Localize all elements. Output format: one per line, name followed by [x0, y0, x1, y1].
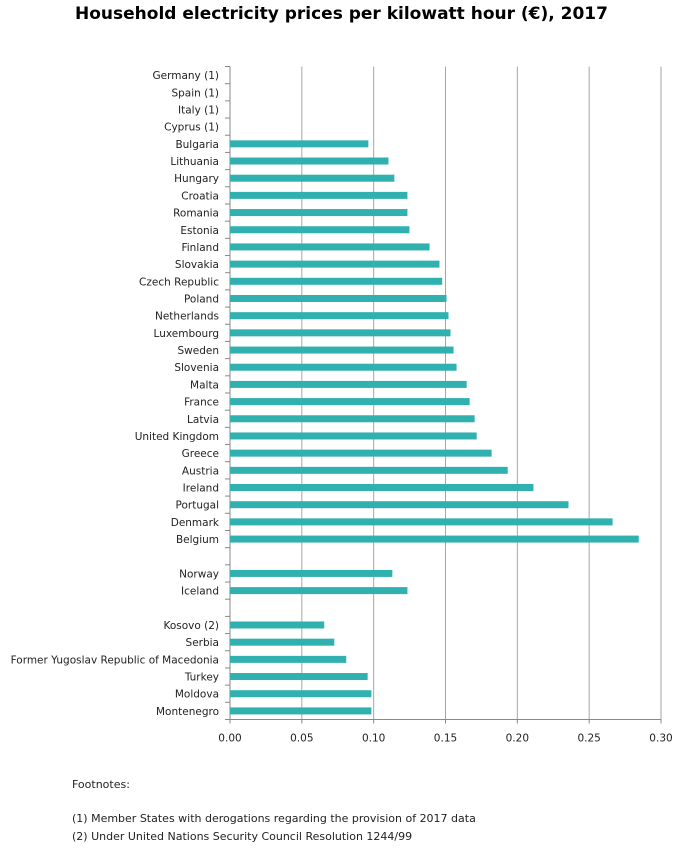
category-label: Lithuania — [170, 156, 219, 168]
category-label: Ireland — [183, 483, 219, 495]
category-label: Greece — [182, 448, 219, 460]
bar — [230, 346, 454, 354]
bar-chart: 0.00 0.05 0.10 0.15 0.20 0.25 0.30 Germany (1) S… — [11, 66, 673, 745]
bar — [230, 655, 347, 663]
bar — [230, 673, 368, 681]
bar — [230, 690, 372, 698]
category-label: Hungary — [174, 173, 219, 185]
bar — [230, 587, 408, 595]
category-label: Moldova — [175, 689, 219, 701]
category-label: Luxembourg — [154, 328, 219, 340]
category-label: Malta — [190, 379, 219, 391]
category-label: Iceland — [181, 586, 219, 598]
bar — [230, 329, 451, 337]
category-label: Turkey — [184, 672, 219, 684]
footnote-1: (1) Member States with derogations regar… — [72, 812, 476, 825]
category-label: Slovenia — [174, 362, 219, 374]
bar — [230, 466, 508, 474]
bar — [230, 191, 408, 199]
category-label: Sweden — [178, 345, 220, 357]
category-label: Czech Republic — [139, 276, 219, 288]
category-label: Denmark — [171, 517, 220, 529]
bar — [230, 243, 430, 251]
bar — [230, 157, 389, 165]
bar — [230, 380, 467, 388]
category-label: Germany (1) — [153, 70, 219, 82]
category-label: Croatia — [181, 190, 219, 202]
footnotes-heading: Footnotes: — [72, 778, 130, 791]
category-label: Cyprus (1) — [164, 122, 219, 134]
bar — [230, 294, 447, 302]
bar — [230, 140, 369, 148]
bar — [230, 535, 639, 543]
category-label: Estonia — [180, 225, 219, 237]
category-label: Serbia — [186, 637, 219, 649]
category-label: Belgium — [176, 534, 219, 546]
category-label: Latvia — [187, 414, 219, 426]
bar — [230, 209, 408, 217]
bar — [230, 484, 534, 492]
category-label: Netherlands — [155, 311, 219, 323]
x-tick-label: 0.25 — [577, 733, 600, 745]
bar — [230, 174, 395, 182]
category-label: Bulgaria — [175, 139, 219, 151]
category-label: Spain (1) — [171, 87, 219, 99]
x-tick-label: 0.00 — [218, 733, 241, 745]
category-label: Slovakia — [175, 259, 219, 271]
category-label: Poland — [184, 293, 219, 305]
bar — [230, 518, 613, 526]
footnote-2: (2) Under United Nations Security Counci… — [72, 830, 413, 843]
bar — [230, 226, 410, 234]
category-label: Montenegro — [156, 706, 219, 718]
bar — [230, 363, 457, 371]
x-tick-label: 0.10 — [362, 733, 385, 745]
x-tick-label: 0.30 — [649, 733, 672, 745]
bar — [230, 312, 449, 320]
category-label: Italy (1) — [178, 104, 219, 116]
bar — [230, 449, 492, 457]
bar — [230, 415, 475, 423]
category-label: Austria — [182, 465, 219, 477]
chart-title: Household electricity prices per kilowat… — [75, 4, 608, 24]
bar — [230, 569, 393, 577]
bar — [230, 277, 443, 285]
bar — [230, 638, 335, 646]
category-label: Portugal — [176, 500, 220, 512]
bar — [230, 398, 470, 406]
bar — [230, 432, 477, 440]
category-label: Former Yugoslav Republic of Macedonia — [11, 654, 219, 666]
x-tick-label: 0.20 — [506, 733, 529, 745]
category-label: Norway — [179, 568, 219, 580]
x-tick-label: 0.15 — [434, 733, 457, 745]
category-label: United Kingdom — [135, 431, 219, 443]
bar — [230, 707, 372, 715]
category-label: France — [184, 397, 219, 409]
category-label: Finland — [181, 242, 219, 254]
bar — [230, 260, 440, 268]
category-label: Romania — [173, 208, 219, 220]
bar — [230, 621, 325, 629]
x-tick-label: 0.05 — [290, 733, 313, 745]
bar — [230, 501, 569, 509]
category-label: Kosovo (2) — [163, 620, 219, 632]
